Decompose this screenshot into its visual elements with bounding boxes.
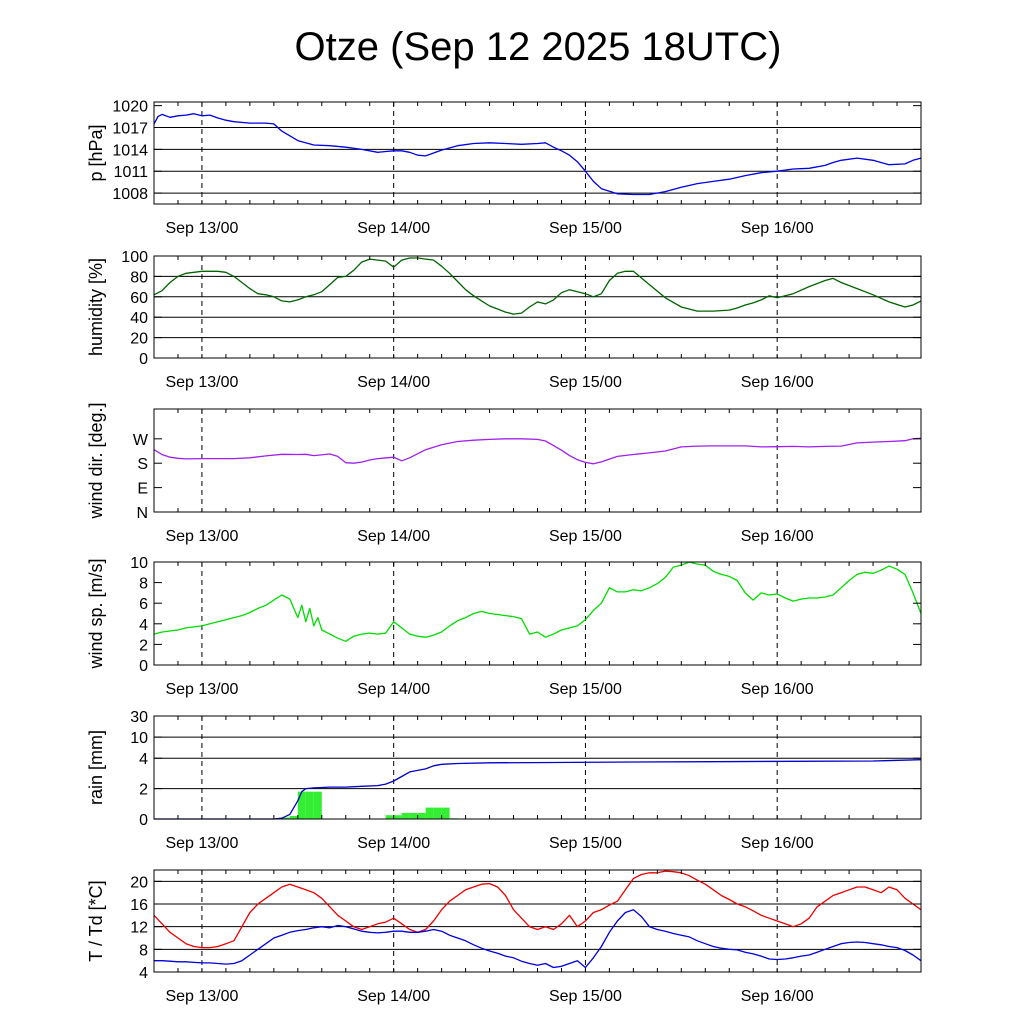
wind_direction-xtick-label: Sep 14/00: [357, 528, 430, 545]
wind_speed-frame: [153, 561, 922, 666]
wind_speed-ytick-label: 10: [130, 555, 148, 572]
rain-bar: [433, 807, 442, 819]
rain-bar: [409, 812, 418, 819]
rain-bar: [289, 815, 298, 819]
wind_direction-xtick-label: Sep 13/00: [165, 528, 238, 545]
pressure-ytick-label: 1011: [114, 164, 149, 181]
temperature-ytick-label: 4: [139, 965, 148, 982]
rain-xtick-label: Sep 13/00: [165, 835, 238, 852]
pressure-xtick-label: Sep 13/00: [165, 220, 238, 237]
wind_speed-xtick-label: Sep 15/00: [549, 681, 622, 698]
rain-bar: [305, 791, 314, 819]
humidity-frame: [153, 255, 922, 359]
rain-bar: [393, 815, 402, 819]
rain-bar: [297, 791, 306, 819]
temperature-dew-point-line: [154, 909, 922, 969]
rain-xtick-label: Sep 15/00: [549, 835, 622, 852]
wind_direction-ytick-label: E: [137, 481, 148, 498]
humidity-ylabel: humidity [%]: [86, 258, 106, 356]
rain-ytick-label: 30: [130, 709, 148, 726]
rain-bar: [425, 807, 434, 819]
pressure-ylabel: p [hPa]: [86, 124, 106, 181]
rain-bar: [281, 817, 290, 819]
rain-bar: [441, 807, 450, 819]
temperature-xtick-label: Sep 13/00: [165, 988, 238, 1005]
wind_speed-xtick-label: Sep 14/00: [357, 681, 430, 698]
wind_speed-ylabel: wind sp. [m/s]: [86, 558, 106, 669]
humidity-xtick-label: Sep 14/00: [357, 374, 430, 391]
chart-title: Otze (Sep 12 2025 18UTC): [295, 25, 782, 69]
temperature-temperature-line: [153, 870, 922, 949]
wind_direction-xtick-label: Sep 15/00: [549, 528, 622, 545]
rain-bar: [313, 791, 322, 819]
rain-ytick-label: 4: [139, 751, 148, 768]
wind_speed-ytick-label: 2: [139, 637, 148, 654]
pressure-ytick-label: 1017: [112, 121, 148, 138]
wind_speed-xtick-label: Sep 13/00: [165, 681, 238, 698]
wind_direction-ytick-label: S: [137, 456, 148, 473]
rain-bar: [401, 812, 410, 819]
pressure-ytick-label: 1014: [112, 142, 148, 159]
temperature-ytick-label: 12: [130, 920, 148, 937]
humidity-ytick-label: 20: [130, 331, 148, 348]
humidity-ytick-label: 80: [130, 269, 148, 286]
humidity-ytick-label: 60: [130, 290, 148, 307]
wind_speed-ytick-label: 6: [139, 596, 148, 613]
temperature-xtick-label: Sep 14/00: [357, 988, 430, 1005]
humidity-xtick-label: Sep 15/00: [549, 374, 622, 391]
rain-ytick-label: 0: [139, 812, 148, 829]
rain-frame: [153, 715, 922, 820]
wind_speed-ytick-label: 0: [139, 658, 148, 675]
rain-xtick-label: Sep 16/00: [741, 835, 814, 852]
rain-accumulated-rain-line: [154, 759, 922, 820]
humidity-panel: 0 20 40 60 80 100 Sep 13/00 Sep 14/00 Sep 15/00 S…: [86, 249, 922, 391]
rain-xtick-label: Sep 14/00: [357, 835, 430, 852]
temperature-ylabel: T / Td [*C]: [86, 880, 106, 961]
wind_speed-xtick-label: Sep 16/00: [741, 681, 814, 698]
pressure-xtick-label: Sep 15/00: [549, 220, 622, 237]
rain-ytick-label: 2: [139, 782, 148, 799]
wind_direction-ytick-label: W: [133, 432, 149, 449]
pressure-panel: 1008 1011 1014 1017 1020 Sep 13/00 Sep 14/00 Se…: [86, 99, 922, 237]
wind_direction-xtick-label: Sep 16/00: [741, 528, 814, 545]
rain-panel: 0 2 4 10 30 Sep 13/00 Sep 14/00 Sep 15/00 Sep 16…: [86, 709, 922, 852]
humidity-ytick-label: 40: [130, 310, 148, 327]
wind_direction-wind-direction-line: [153, 437, 922, 465]
pressure-pressure-line: [153, 113, 922, 196]
temperature-xtick-label: Sep 15/00: [549, 988, 622, 1005]
pressure-xtick-label: Sep 14/00: [357, 220, 430, 237]
humidity-humidity-line: [153, 257, 922, 315]
rain-bar: [417, 812, 426, 819]
wind_direction-ylabel: wind dir. [deg.]: [86, 402, 106, 519]
pressure-ytick-label: 1020: [112, 99, 148, 116]
wind_direction-ytick-label: N: [136, 505, 148, 522]
temperature-ytick-label: 16: [130, 897, 148, 914]
temperature-panel: 4 8 12 16 20 Sep 13/00 Sep 14/00 Sep 15/00 Sep 1…: [86, 869, 922, 1005]
rain-ytick-label: 10: [130, 730, 148, 747]
humidity-xtick-label: Sep 16/00: [741, 374, 814, 391]
wind_speed-wind-speed-line: [153, 561, 922, 642]
pressure-ytick-label: 1008: [112, 186, 148, 203]
wind_speed-panel: 0 2 4 6 8 10 Sep 13/00 Sep 14/00 Sep 15/00 Sep 16…: [86, 555, 922, 698]
wind_speed-ytick-label: 4: [139, 617, 148, 634]
temperature-ytick-label: 20: [130, 874, 148, 891]
wind_direction-frame: [153, 408, 922, 513]
humidity-ytick-label: 100: [121, 249, 148, 266]
pressure-frame: [153, 101, 922, 205]
pressure-xtick-label: Sep 16/00: [741, 220, 814, 237]
wind_speed-ytick-label: 8: [139, 576, 148, 593]
rain-ylabel: rain [mm]: [86, 730, 106, 805]
humidity-ytick-label: 0: [139, 351, 148, 368]
humidity-xtick-label: Sep 13/00: [165, 374, 238, 391]
temperature-ytick-label: 8: [139, 942, 148, 959]
temperature-xtick-label: Sep 16/00: [741, 988, 814, 1005]
rain-bar: [385, 815, 394, 819]
